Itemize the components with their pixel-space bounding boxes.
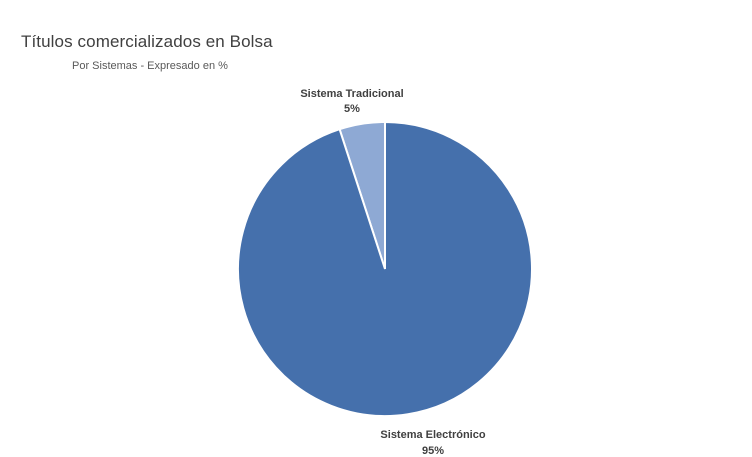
pie-slice-sistema-electronico [237, 120, 533, 417]
slice-label-sistema-tradicional: Sistema Tradicional [300, 88, 403, 100]
slice-value-sistema-electronico: 95% [422, 445, 444, 457]
chart-subtitle: Por Sistemas - Expresado en % [72, 60, 228, 72]
slice-label-sistema-electronico: Sistema Electrónico [380, 429, 485, 441]
chart-title: Títulos comercializados en Bolsa [21, 32, 273, 51]
slice-value-sistema-tradicional: 5% [344, 103, 360, 115]
